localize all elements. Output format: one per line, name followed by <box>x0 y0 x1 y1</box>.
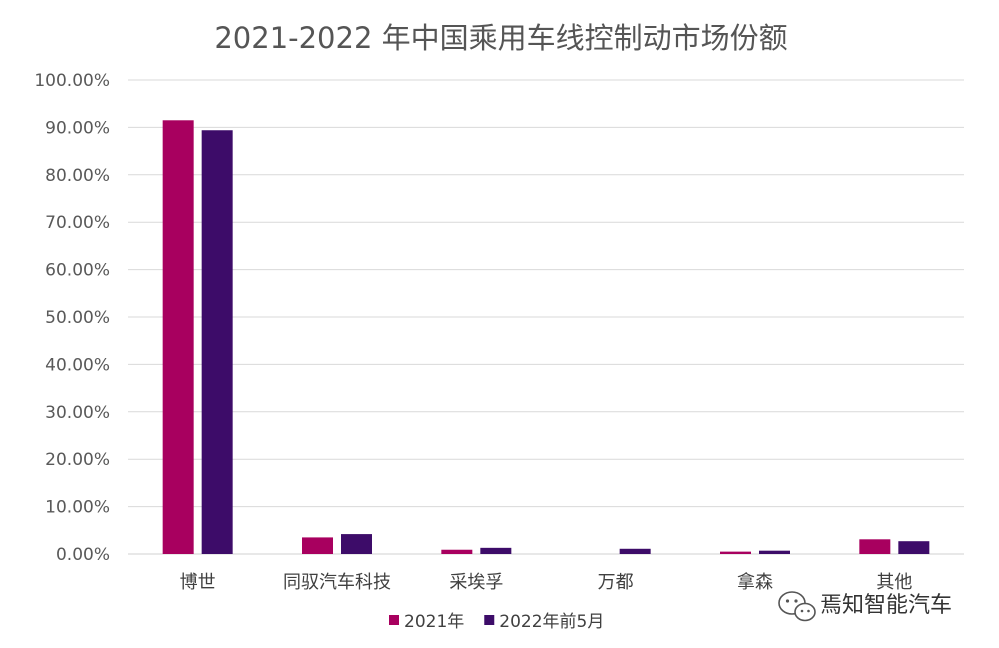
bar <box>898 541 930 554</box>
x-tick-label: 万都 <box>598 572 634 593</box>
bar <box>720 551 751 554</box>
legend-swatch <box>484 615 495 625</box>
bar <box>201 130 233 554</box>
legend-label: 2021年 <box>404 612 464 632</box>
wechat-icon <box>778 591 816 622</box>
y-tick-label: 70.00% <box>45 213 110 233</box>
bars <box>162 120 930 554</box>
y-tick-label: 90.00% <box>45 118 110 138</box>
y-tick-label: 0.00% <box>56 545 110 565</box>
bar <box>341 534 372 554</box>
bar <box>162 120 194 554</box>
y-tick-label: 100.00% <box>34 71 110 91</box>
watermark-text: 焉知智能汽车 <box>820 593 952 618</box>
y-tick-label: 60.00% <box>45 261 110 281</box>
bar <box>859 539 891 554</box>
x-tick-label: 同驭汽车科技 <box>283 572 391 593</box>
x-tick-label: 采埃孚 <box>449 572 503 593</box>
bar <box>759 550 790 554</box>
chart-title: 2021-2022 年中国乘用车线控制动市场份额 <box>214 21 787 55</box>
x-tick-label: 博世 <box>180 572 216 593</box>
bar <box>619 548 651 554</box>
y-tick-label: 80.00% <box>45 166 110 186</box>
y-tick-label: 50.00% <box>45 308 110 328</box>
legend-swatch <box>389 615 399 625</box>
x-tick-label: 拿森 <box>737 571 773 593</box>
y-tick-label: 20.00% <box>45 450 110 470</box>
bar <box>302 537 333 554</box>
bar <box>441 549 473 554</box>
y-tick-label: 10.00% <box>45 498 110 518</box>
legend-label: 2022年前5月 <box>499 612 604 632</box>
y-axis-ticks: 0.00% 10.00% 20.00% 30.00% 40.00% 50.00% 60.00… <box>34 71 110 565</box>
x-axis-ticks: 博世 同驭汽车科技 采埃孚 万都 拿森 其他 <box>180 571 913 593</box>
watermark: 焉知智能汽车 <box>778 591 952 622</box>
y-tick-label: 30.00% <box>45 403 110 423</box>
legend: 2021年 2022年前5月 <box>389 612 604 632</box>
y-tick-label: 40.00% <box>45 355 110 375</box>
x-tick-label: 其他 <box>876 572 912 593</box>
bar <box>480 547 512 554</box>
gridlines <box>128 79 964 555</box>
